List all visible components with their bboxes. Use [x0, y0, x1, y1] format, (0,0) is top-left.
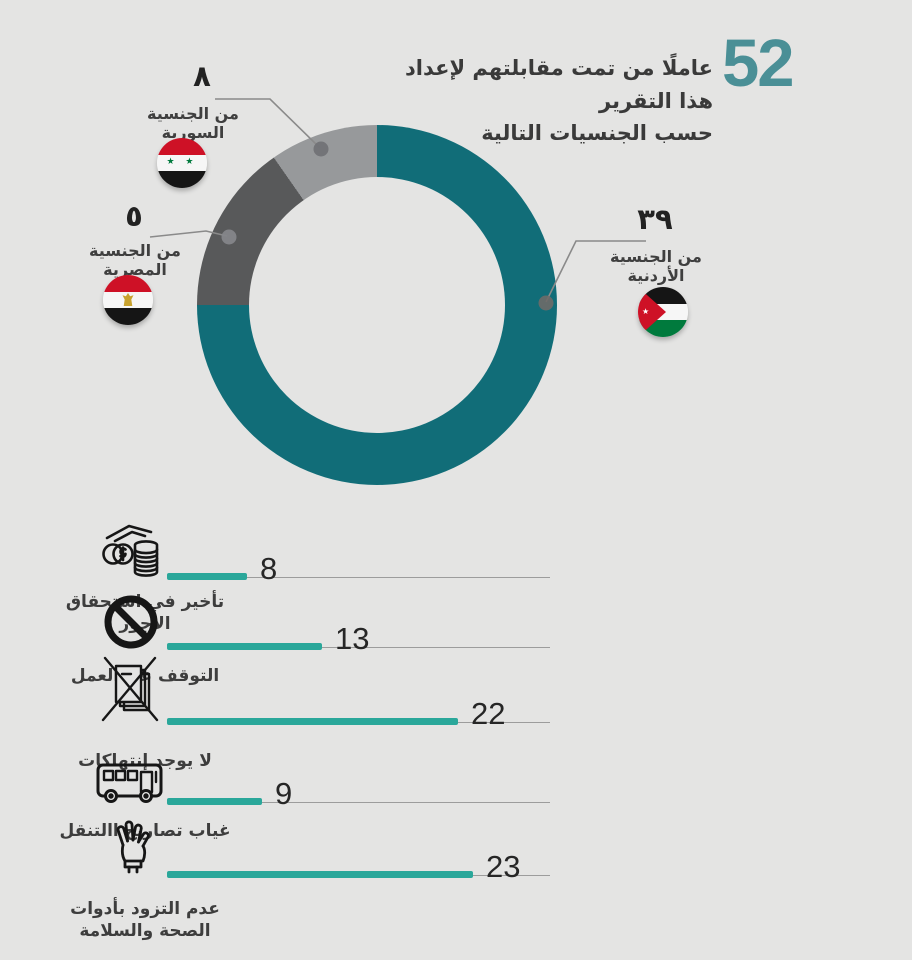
bar-value: 8	[260, 551, 278, 586]
bar-work-stoppage	[167, 643, 322, 650]
syria-flag-red-band	[157, 138, 207, 155]
total-workers-number: 52	[722, 26, 795, 101]
bar-track	[167, 647, 550, 648]
bar-value: 23	[486, 849, 521, 884]
syria-label: من الجنسية السورية	[147, 104, 239, 143]
bus-icon	[92, 742, 170, 806]
jordan-flag-star: ★	[642, 306, 650, 316]
egypt-flag-eagle-emblem	[122, 293, 134, 306]
safety-glove-icon	[92, 815, 170, 879]
syria-flag-icon: ★ ★	[157, 138, 207, 188]
jordan-flag-icon: ★	[638, 287, 688, 337]
syria-flag-stars: ★ ★	[166, 157, 198, 168]
egypt-count: ٥	[125, 199, 143, 233]
bar-track	[167, 577, 550, 578]
egypt-flag-icon	[103, 275, 153, 325]
jordan-flag-red-triangle	[638, 287, 666, 337]
bar-row-safety-tools: 23 عدم التزود بأدوات الصحة والسلامة	[0, 815, 912, 942]
egypt-flag-red-band	[103, 275, 153, 292]
bar-row-transport-permits: 9 غياب تصاريح االتنقل	[0, 742, 912, 867]
bar-value: 9	[275, 776, 293, 811]
bar-value: 13	[335, 621, 370, 656]
syria-flag-white-band	[157, 154, 207, 172]
no-violations-icon	[92, 656, 170, 726]
syria-flag-black-band	[157, 171, 207, 188]
bar-value: 22	[471, 696, 506, 731]
egypt-label: من الجنسية المصرية	[89, 241, 181, 280]
title-line-1: عاملًا من تمت مقابلتهم لإعداد هذا التقري…	[405, 56, 713, 113]
bar-label: عدم التزود بأدوات الصحة والسلامة	[70, 899, 220, 942]
bar-delayed-wages	[167, 573, 247, 580]
bar-transport-permits	[167, 798, 262, 805]
nationalities-donut-chart	[197, 125, 557, 485]
stop-work-icon	[92, 587, 170, 651]
title-line-2: حسب الجنسيات التالية	[481, 121, 713, 146]
bar-no-violations	[167, 718, 458, 725]
syria-count: ٨	[193, 59, 211, 93]
egypt-flag-black-band	[103, 308, 153, 325]
bar-track	[167, 802, 550, 803]
page-title: عاملًا من تمت مقابلتهم لإعداد هذا التقري…	[383, 52, 713, 150]
money-icon	[92, 517, 170, 581]
jordan-count: ٣٩	[637, 202, 673, 236]
bar-safety-tools	[167, 871, 473, 878]
jordan-label: من الجنسية الأردنية	[610, 247, 702, 286]
bar-label: غياب تصاريح االتنقل	[59, 821, 231, 841]
